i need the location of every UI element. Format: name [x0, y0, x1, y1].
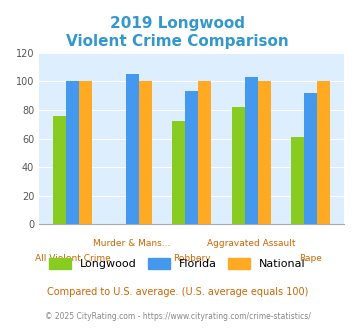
Text: Murder & Mans...: Murder & Mans...	[93, 239, 171, 248]
Bar	[245, 77, 258, 224]
Bar	[317, 82, 331, 224]
Text: Robbery: Robbery	[173, 254, 211, 263]
Bar	[231, 107, 245, 224]
Bar	[53, 116, 66, 224]
Bar	[198, 82, 211, 224]
Bar	[139, 82, 152, 224]
Text: Compared to U.S. average. (U.S. average equals 100): Compared to U.S. average. (U.S. average …	[47, 287, 308, 297]
Text: Rape: Rape	[299, 254, 322, 263]
Bar	[172, 121, 185, 224]
Text: Aggravated Assault: Aggravated Assault	[207, 239, 295, 248]
Text: 2019 Longwood
Violent Crime Comparison: 2019 Longwood Violent Crime Comparison	[66, 16, 289, 50]
Bar	[258, 82, 271, 224]
Text: © 2025 CityRating.com - https://www.cityrating.com/crime-statistics/: © 2025 CityRating.com - https://www.city…	[45, 312, 310, 321]
Bar	[291, 137, 304, 224]
Bar	[79, 82, 92, 224]
Bar	[185, 91, 198, 224]
Legend: Longwood, Florida, National: Longwood, Florida, National	[49, 258, 306, 270]
Text: All Violent Crime: All Violent Crime	[35, 254, 110, 263]
Bar	[126, 74, 139, 224]
Bar	[66, 82, 79, 224]
Bar	[304, 93, 317, 224]
